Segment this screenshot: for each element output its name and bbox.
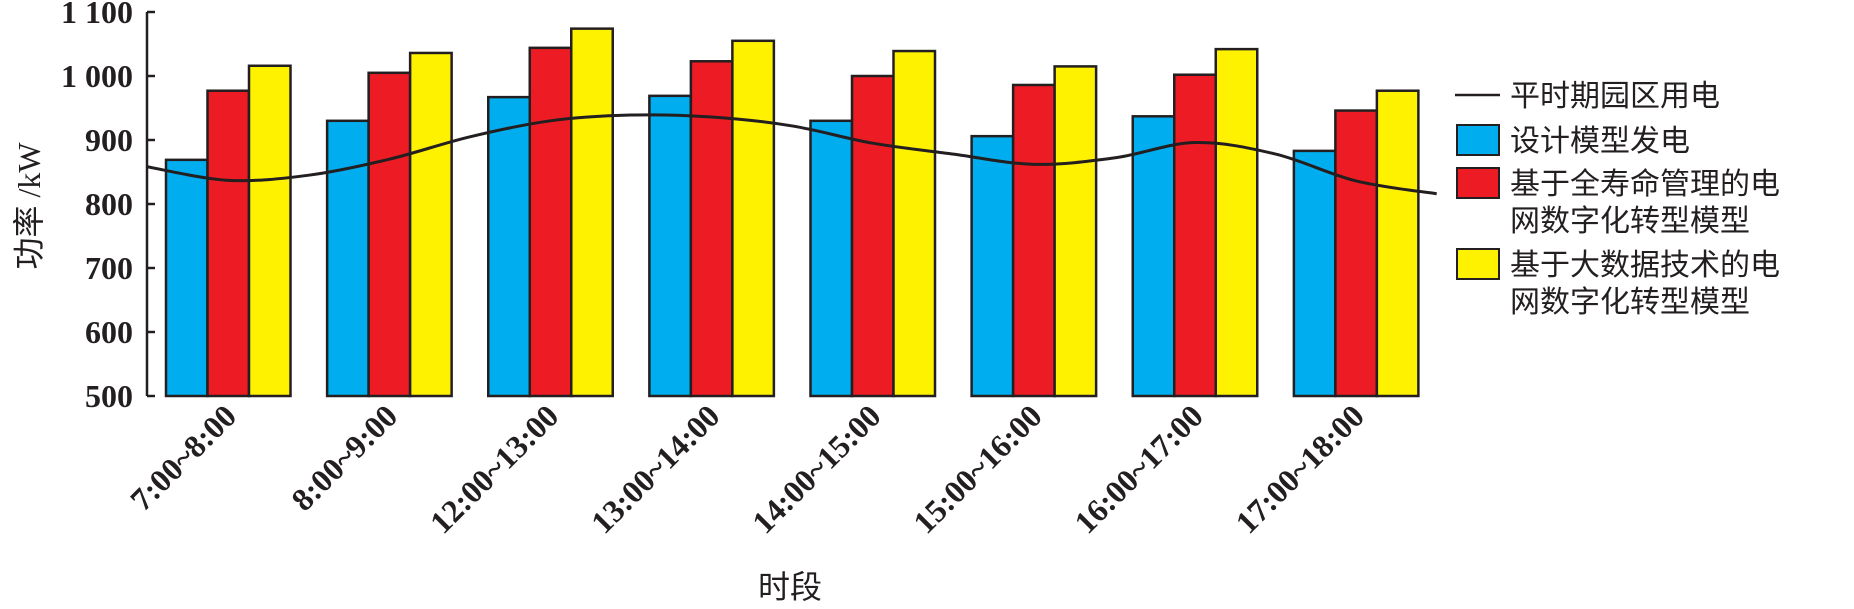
bar-series-3-2 — [570, 27, 614, 398]
legend: 平时期园区用电 设计模型发电 基于全寿命管理的电 网数字化转型模型 基于大数据技… — [1455, 80, 1780, 319]
x-tick-label: 15:00~16:00 — [906, 397, 1049, 540]
legend-label-series-3-line1: 基于大数据技术的电 — [1510, 249, 1780, 282]
bars-layer — [164, 27, 1420, 398]
y-tick-label: 800 — [85, 186, 133, 222]
bar-series-2-3 — [689, 60, 734, 398]
legend-swatch-blue — [1456, 124, 1500, 156]
y-tick-label: 600 — [85, 314, 133, 350]
bar-series-1-7 — [1292, 149, 1337, 398]
legend-label-series-3-line2: 网数字化转型模型 — [1510, 286, 1750, 319]
y-tick-label: 900 — [85, 122, 133, 158]
y-tick-label: 700 — [85, 250, 133, 286]
y-tick-label: 1 000 — [61, 58, 133, 94]
bar-series-3-7 — [1375, 89, 1420, 398]
x-tick-label: 12:00~13:00 — [423, 397, 566, 540]
legend-label-series-1: 设计模型发电 — [1510, 125, 1690, 158]
bar-series-2-7 — [1334, 109, 1379, 398]
y-axis-label: 功率 /kW — [11, 142, 47, 270]
bar-series-3-5 — [1053, 65, 1098, 398]
x-tick-label: 7:00~8:00 — [123, 397, 243, 517]
x-tick-label: 17:00~18:00 — [1228, 397, 1371, 540]
bar-series-1-2 — [487, 95, 531, 398]
x-tick-label: 13:00~14:00 — [584, 397, 727, 540]
bar-series-2-4 — [850, 74, 895, 398]
y-ticks: 500 600 700 800 900 1 000 1 100 — [61, 0, 155, 414]
x-ticks: 7:00~8:00 8:00~9:00 12:00~13:00 13:00~14:00… — [123, 397, 1371, 540]
legend-label-series-2-line2: 网数字化转型模型 — [1510, 205, 1750, 238]
x-tick-label: 16:00~17:00 — [1067, 397, 1210, 540]
bar-series-2-1 — [367, 71, 412, 398]
legend-label-line: 平时期园区用电 — [1510, 80, 1720, 113]
bar-series-3-1 — [408, 51, 453, 398]
bar-series-3-3 — [731, 39, 776, 398]
y-tick-label: 500 — [85, 378, 133, 414]
x-axis-label: 时段 — [758, 569, 822, 605]
bar-series-2-6 — [1173, 73, 1217, 398]
bar-series-1-5 — [970, 134, 1015, 398]
bar-series-1-1 — [325, 119, 370, 398]
x-tick-label: 14:00~15:00 — [745, 397, 888, 540]
bar-series-2-2 — [528, 46, 573, 398]
x-tick-label: 8:00~9:00 — [284, 397, 404, 517]
bar-series-1-0 — [164, 158, 209, 398]
legend-label-series-2-line1: 基于全寿命管理的电 — [1510, 168, 1780, 201]
bar-series-2-5 — [1011, 83, 1056, 398]
legend-swatch-yellow — [1456, 248, 1500, 280]
bar-series-3-6 — [1214, 47, 1259, 398]
bar-series-1-4 — [809, 119, 854, 398]
bar-series-3-0 — [247, 64, 292, 398]
bar-series-1-3 — [648, 94, 693, 398]
y-tick-label: 1 100 — [61, 0, 133, 30]
bar-series-2-0 — [206, 89, 251, 398]
series-line-park-load — [147, 113, 1437, 196]
bar-series-3-4 — [892, 49, 937, 398]
legend-swatch-red — [1456, 167, 1500, 199]
bar-series-1-6 — [1131, 115, 1176, 398]
